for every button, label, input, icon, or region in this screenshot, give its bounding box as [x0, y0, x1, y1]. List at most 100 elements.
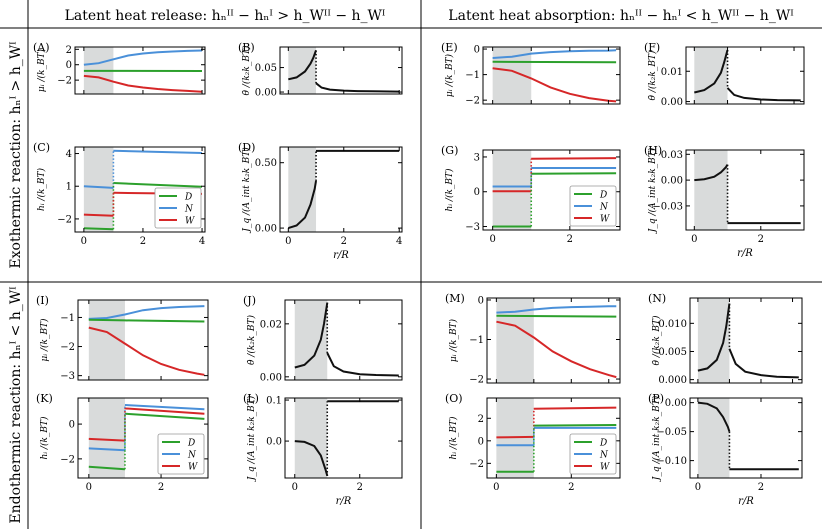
x-tick-label: 0 [695, 482, 701, 493]
y-axis-label: hᵢ /(k_BT) [39, 416, 50, 460]
series-line-theta [288, 180, 317, 230]
series-line-w [533, 406, 617, 410]
x-tick-label: 0 [81, 236, 87, 247]
series-line-d [496, 314, 617, 318]
y-tick-label: 0 [474, 45, 480, 56]
y-tick-label: 0.01 [661, 67, 683, 78]
x-tick-label: 0 [285, 236, 291, 247]
series-line-w [88, 437, 125, 442]
panel-g: 0 2 3 0 −3 hᵢ /(k_BT) (G) DNW [441, 144, 621, 245]
panel-letter: (D) [238, 141, 255, 154]
y-axis-label: J_q /(A_int k₂k_BT) [647, 147, 658, 234]
y-tick-label: −1 [469, 335, 484, 346]
axes-frame [284, 299, 403, 381]
y-tick-label: −2 [60, 454, 75, 465]
series-line-theta [726, 87, 801, 102]
legend-box [569, 433, 617, 475]
x-tick-label: 2 [568, 482, 574, 493]
y-tick-label: −1 [60, 313, 75, 324]
panel-letter: (I) [36, 294, 49, 307]
shaded-region [88, 398, 125, 478]
series-line-d [83, 227, 114, 231]
axes-frame [689, 297, 803, 384]
x-tick-label: 0 [292, 482, 298, 493]
y-tick-label: 0.00 [260, 372, 282, 383]
x-tick-label: 4 [396, 236, 402, 247]
y-axis-label: μᵢ /(k_BT) [39, 318, 50, 362]
y-tick-label: 2 [478, 414, 484, 425]
series-line-d [88, 465, 125, 471]
y-tick-label: −0.10 [656, 456, 687, 467]
panel-letter: (E) [441, 41, 458, 54]
y-tick-label: 4 [66, 149, 72, 160]
panel-letter: (J) [243, 294, 256, 307]
shaded-region [288, 147, 317, 232]
x-tick-label: 2 [357, 482, 363, 493]
x-tick-label: 0 [489, 234, 495, 245]
panel-d: 0 2 4 0.50 0.00J_q /(A_int k₂k_BT) r/R (D) [238, 141, 403, 261]
legend-box [154, 187, 202, 229]
legend-label-w: W [188, 463, 198, 473]
series-line-w [531, 157, 617, 160]
series-line-n [492, 49, 617, 59]
shaded-region [83, 147, 114, 232]
axes-frame [689, 397, 803, 479]
axes-frame [279, 146, 403, 233]
column-header-release: Latent heat release: hₙᴵᴵ − hₙᴵ > h_Wᴵᴵ … [65, 8, 386, 24]
panel-n: 0.010 0.005 0.000 θ̇ /(k₂k_BT) (N) [648, 292, 803, 386]
legend-label-d: D [599, 439, 607, 449]
panel-h: 0 2 0.03 0.00 −0.03J_q /(A_int k₂k_BT) r/R (H) [644, 144, 805, 259]
series-line-n [124, 404, 205, 411]
series-line-n [83, 185, 114, 189]
y-tick-label: −2 [57, 76, 72, 87]
y-tick-label: −1 [465, 70, 480, 81]
legend-label-n: N [184, 205, 194, 215]
y-tick-label: 0.50 [255, 158, 277, 169]
axes-frame [74, 46, 206, 95]
y-tick-label: 0 [66, 60, 72, 71]
y-tick-label: −0.05 [656, 427, 687, 438]
panel-c: 0 2 4 4 1 −2 hᵢ /(k_BT) (C) DNW [33, 141, 206, 247]
axes-frame [685, 46, 805, 105]
shaded-region [697, 398, 730, 478]
legend: DNW [154, 187, 202, 229]
row-header-exothermic: Exothermic reaction: hₙᴵ > h_Wᴵ [8, 41, 24, 268]
axes-frame [482, 46, 621, 105]
y-axis-label: θ̇ /(k₂k_BT) [246, 315, 257, 365]
y-tick-label: 0.1 [266, 396, 282, 407]
panel-letter: (B) [238, 41, 255, 54]
y-tick-label: −2 [469, 375, 484, 386]
axes-frame [486, 397, 621, 479]
series-line-n [496, 305, 617, 314]
axes-frame [284, 397, 403, 479]
x-tick-label: 2 [158, 482, 164, 493]
shaded-region [492, 150, 532, 230]
y-tick-label: 1 [66, 182, 72, 193]
panel-letter: (C) [33, 141, 50, 154]
panel-p: 0 2 0.00 −0.05 −0.10J_q /(A_int k₂k_BT) r/R (P… [648, 392, 803, 507]
series-line-d [113, 182, 203, 188]
y-tick-label: 0 [474, 187, 480, 198]
y-axis-label: hᵢ /(k_BT) [36, 167, 47, 211]
series-line-theta [294, 440, 329, 477]
panel-letter: (F) [644, 41, 660, 54]
axes-frame [482, 149, 621, 231]
x-axis-label: r/R [738, 496, 754, 507]
series-line-d [492, 60, 617, 64]
y-tick-label: 0.02 [260, 319, 282, 330]
x-axis-label: r/R [333, 250, 349, 261]
panel-letter: (L) [243, 392, 259, 405]
series-line-theta [694, 164, 729, 182]
axes-frame [279, 46, 403, 95]
legend-label-w: W [600, 463, 610, 473]
legend: DNW [569, 433, 617, 475]
y-tick-label: 2 [66, 45, 72, 56]
y-tick-label: 0.00 [665, 398, 687, 409]
shaded-region [294, 300, 328, 380]
y-tick-label: −3 [60, 371, 75, 382]
panel-j: 0.02 0.00θ̇ /(k₂k_BT) (J) [243, 294, 403, 383]
series-line-theta [315, 82, 400, 93]
panel-a: 2 0 −2 μᵢ /(k_BT)(A) [33, 41, 206, 95]
panel-i: −1 −2 −3 μᵢ /(k_BT) (I) [36, 294, 209, 382]
panel-o: 0 2 2 0 −2 hᵢ /(k_BT) (O) DNW [445, 392, 621, 493]
